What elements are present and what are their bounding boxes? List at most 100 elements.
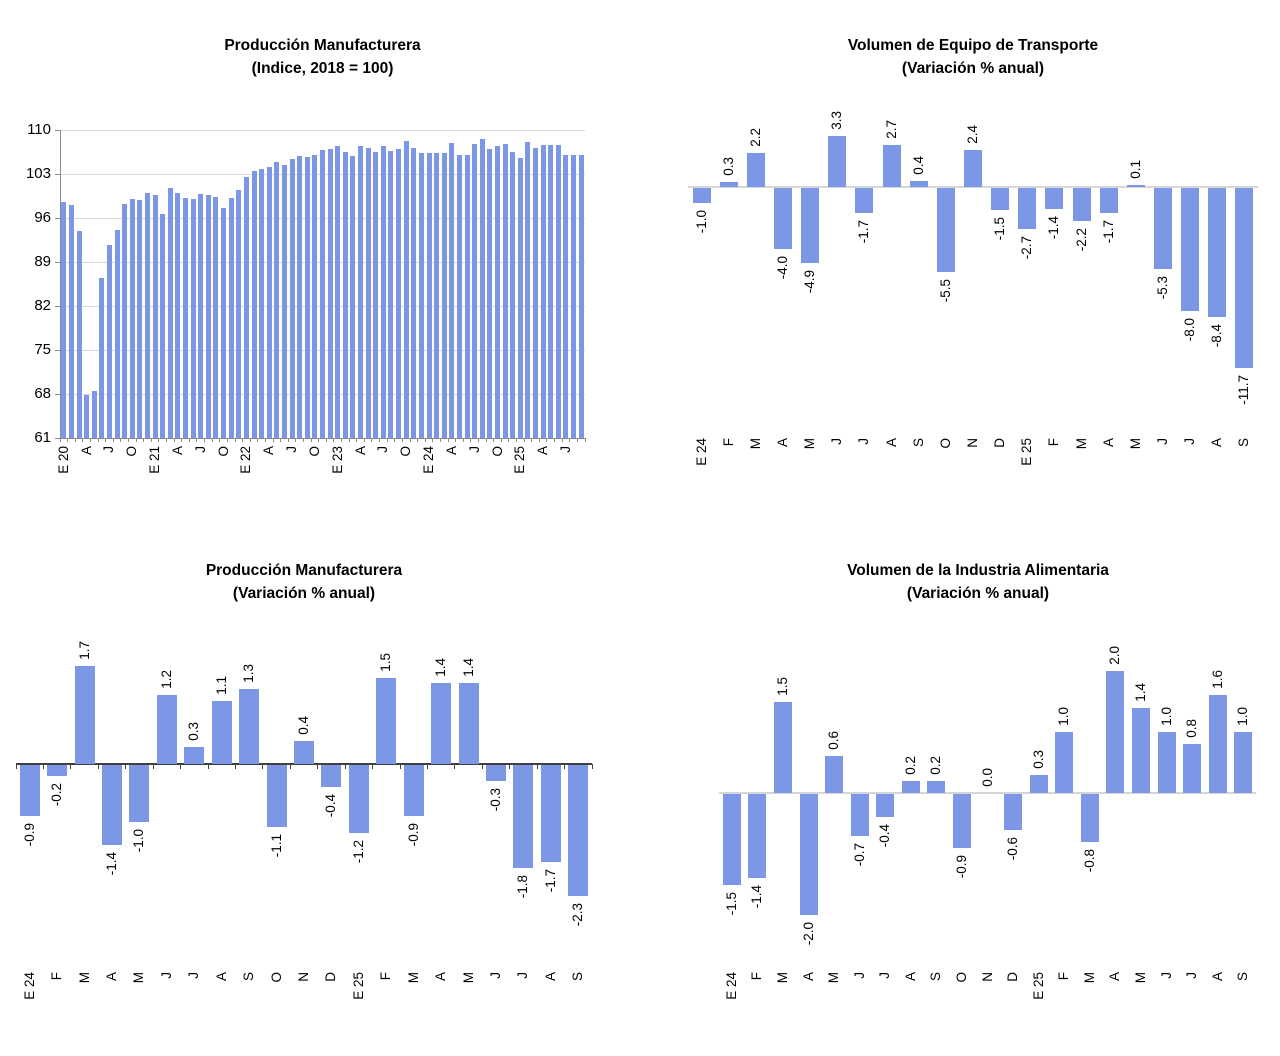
bar[interactable] <box>114 229 120 438</box>
bar[interactable] <box>68 204 74 438</box>
bar[interactable] <box>99 278 105 438</box>
bar[interactable] <box>239 689 260 764</box>
bar[interactable] <box>205 194 211 438</box>
bar[interactable] <box>211 700 232 764</box>
bar[interactable] <box>1004 794 1023 830</box>
bar[interactable] <box>1080 794 1099 842</box>
bar[interactable] <box>198 194 204 438</box>
bar[interactable] <box>952 794 971 848</box>
bar[interactable] <box>152 194 158 438</box>
bar[interactable] <box>1234 732 1253 793</box>
bar[interactable] <box>464 154 470 438</box>
bar[interactable] <box>1018 188 1037 229</box>
bar[interactable] <box>350 155 356 438</box>
bar[interactable] <box>183 197 189 438</box>
bar[interactable] <box>129 764 150 822</box>
bar[interactable] <box>495 146 500 438</box>
bar[interactable] <box>1029 774 1048 793</box>
bar[interactable] <box>825 756 844 793</box>
bar[interactable] <box>746 152 765 187</box>
bar[interactable] <box>312 154 318 438</box>
bar[interactable] <box>431 683 452 764</box>
bar[interactable] <box>1055 732 1074 793</box>
bar[interactable] <box>517 158 523 438</box>
bar[interactable] <box>774 188 792 249</box>
bar[interactable] <box>122 203 128 438</box>
bar[interactable] <box>380 145 386 438</box>
bar[interactable] <box>167 188 173 438</box>
bar[interactable] <box>533 147 539 438</box>
bar[interactable] <box>486 764 506 782</box>
bar[interactable] <box>801 188 820 263</box>
bar[interactable] <box>228 197 234 438</box>
bar[interactable] <box>426 152 432 438</box>
bar[interactable] <box>692 188 711 203</box>
bar[interactable] <box>964 149 982 187</box>
bar[interactable] <box>358 145 364 438</box>
bar[interactable] <box>563 155 569 438</box>
bar[interactable] <box>342 152 348 438</box>
bar[interactable] <box>411 148 417 438</box>
bar[interactable] <box>1208 188 1227 318</box>
bar[interactable] <box>91 391 97 438</box>
bar[interactable] <box>555 145 561 438</box>
bar[interactable] <box>294 740 314 764</box>
bar[interactable] <box>991 188 1010 211</box>
bar[interactable] <box>568 764 589 897</box>
bar[interactable] <box>365 148 371 438</box>
bar[interactable] <box>540 764 561 862</box>
bar[interactable] <box>1208 695 1227 793</box>
bar[interactable] <box>320 150 325 438</box>
bar[interactable] <box>513 764 534 868</box>
bar[interactable] <box>882 145 901 187</box>
bar[interactable] <box>855 188 874 214</box>
bar[interactable] <box>722 794 741 885</box>
bar[interactable] <box>472 144 478 438</box>
bar[interactable] <box>571 154 577 438</box>
bar[interactable] <box>190 199 196 438</box>
bar[interactable] <box>1235 188 1254 369</box>
bar[interactable] <box>266 167 272 438</box>
bar[interactable] <box>458 683 479 764</box>
bar[interactable] <box>510 152 516 438</box>
bar[interactable] <box>748 794 767 879</box>
bar[interactable] <box>1072 188 1091 222</box>
bar[interactable] <box>1131 707 1150 793</box>
bar[interactable] <box>102 764 122 845</box>
bar[interactable] <box>1183 744 1202 793</box>
bar[interactable] <box>434 153 440 438</box>
bar[interactable] <box>1154 188 1172 270</box>
bar[interactable] <box>289 158 295 438</box>
bar[interactable] <box>251 170 257 438</box>
bar[interactable] <box>61 201 67 438</box>
bar[interactable] <box>1126 185 1145 187</box>
bar[interactable] <box>281 164 287 438</box>
bar[interactable] <box>74 666 95 764</box>
bar[interactable] <box>106 245 112 438</box>
bar[interactable] <box>548 145 554 438</box>
bar[interactable] <box>304 157 310 438</box>
bar[interactable] <box>449 143 455 438</box>
bar[interactable] <box>348 764 369 834</box>
bar[interactable] <box>321 764 342 788</box>
bar[interactable] <box>160 214 166 438</box>
bar[interactable] <box>927 780 946 793</box>
bar[interactable] <box>1106 671 1125 793</box>
bar[interactable] <box>327 148 333 438</box>
bar[interactable] <box>221 207 227 438</box>
bar[interactable] <box>936 188 955 273</box>
bar[interactable] <box>145 192 150 438</box>
bar[interactable] <box>274 162 280 438</box>
bar[interactable] <box>828 135 847 187</box>
bar[interactable] <box>47 764 68 776</box>
bar[interactable] <box>19 764 40 816</box>
bar[interactable] <box>129 198 135 438</box>
bar[interactable] <box>335 145 341 438</box>
bar[interactable] <box>1045 188 1064 209</box>
bar[interactable] <box>243 176 249 438</box>
bar[interactable] <box>175 192 181 438</box>
bar[interactable] <box>213 196 219 438</box>
bar[interactable] <box>1157 732 1176 793</box>
bar[interactable] <box>1181 188 1200 311</box>
bar[interactable] <box>909 180 928 187</box>
